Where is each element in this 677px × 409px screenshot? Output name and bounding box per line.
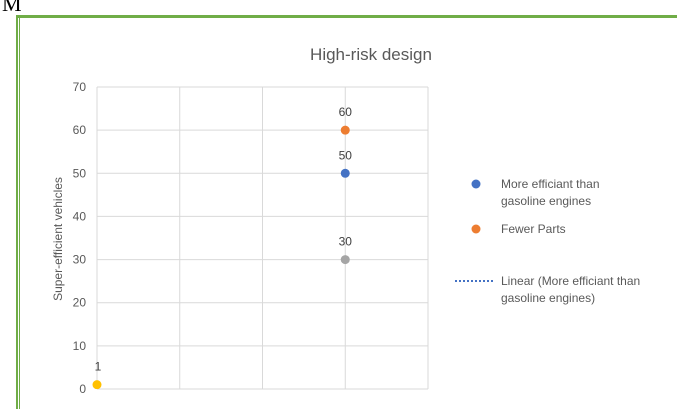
frame-left-border-inner <box>19 15 20 409</box>
data-label: 30 <box>339 235 353 249</box>
y-tick-label: 50 <box>73 166 87 180</box>
data-label: 60 <box>339 105 353 119</box>
y-tick-label: 30 <box>73 253 87 267</box>
y-tick-label: 0 <box>79 382 86 396</box>
data-point <box>340 125 350 135</box>
data-point <box>340 255 350 265</box>
legend-label: More efficiant than <box>501 177 600 191</box>
data-label: 1 <box>95 360 102 374</box>
data-labels: 1 60 50 30 <box>95 105 353 374</box>
y-tick-label: 40 <box>73 209 87 223</box>
legend-label: Linear (More efficiant than <box>501 274 640 288</box>
data-points <box>92 125 350 390</box>
legend: More efficiant than gasoline engines Fewer… <box>455 177 640 305</box>
y-tick-label: 10 <box>73 339 87 353</box>
legend-marker <box>471 179 481 189</box>
data-point <box>340 168 350 178</box>
y-tick-label: 60 <box>73 123 87 137</box>
data-point <box>92 380 102 390</box>
frame-top-border <box>17 15 677 18</box>
frame-left-border <box>16 15 18 409</box>
y-tick-label: 70 <box>73 80 87 94</box>
legend-label: gasoline engines <box>501 194 591 208</box>
legend-label: Fewer Parts <box>501 222 566 236</box>
y-axis-label: Super-efficient vehicles <box>51 177 65 301</box>
legend-marker <box>471 224 481 234</box>
legend-label: gasoline engines) <box>501 291 595 305</box>
y-tick-labels: 0 10 20 30 40 50 60 70 <box>73 80 87 396</box>
stray-glyph-text: M <box>2 0 22 16</box>
y-tick-label: 20 <box>73 296 87 310</box>
chart-title: High-risk design <box>310 45 432 64</box>
data-label: 50 <box>339 148 353 162</box>
plot-area <box>96 86 429 390</box>
